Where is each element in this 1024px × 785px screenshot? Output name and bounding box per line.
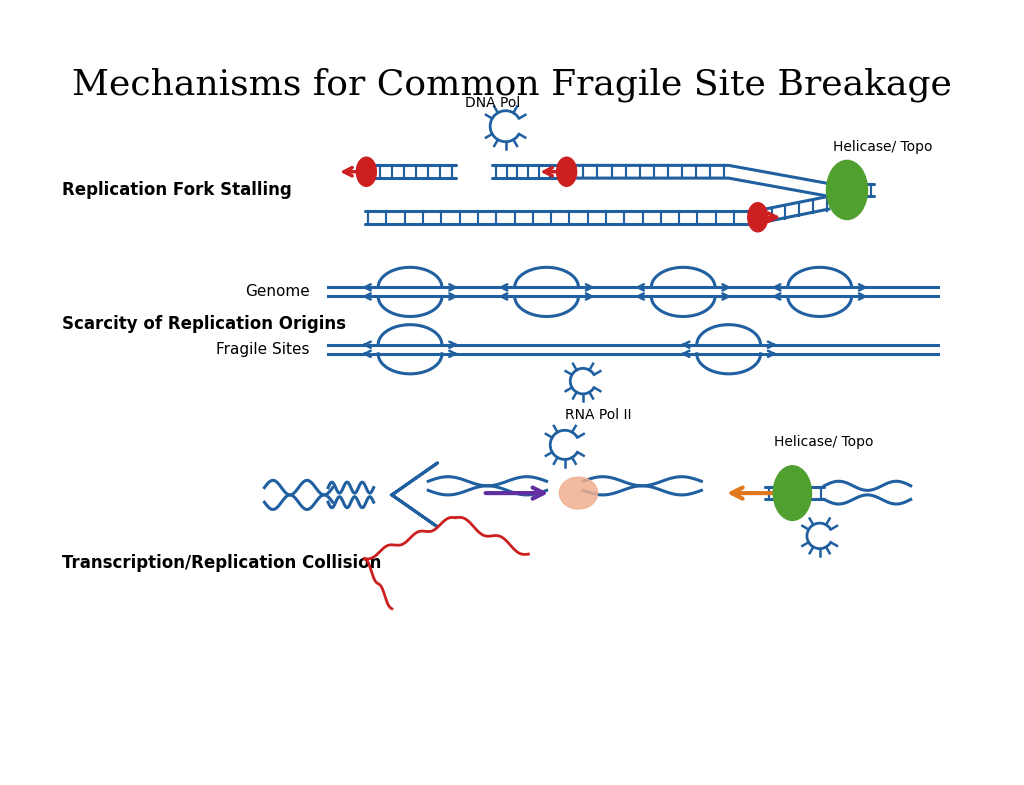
Text: Genome: Genome — [245, 284, 310, 299]
Ellipse shape — [559, 477, 598, 509]
Text: Helicase/ Topo: Helicase/ Topo — [834, 140, 933, 154]
Text: Transcription/Replication Collision: Transcription/Replication Collision — [62, 554, 382, 572]
Text: Helicase/ Topo: Helicase/ Topo — [774, 436, 873, 449]
Ellipse shape — [826, 160, 867, 220]
Ellipse shape — [557, 157, 577, 186]
Ellipse shape — [748, 203, 768, 232]
Ellipse shape — [356, 157, 377, 186]
Text: RNA Pol II: RNA Pol II — [565, 408, 632, 422]
Text: Scarcity of Replication Origins: Scarcity of Replication Origins — [62, 315, 346, 333]
Text: Fragile Sites: Fragile Sites — [216, 341, 310, 356]
Text: Mechanisms for Common Fragile Site Breakage: Mechanisms for Common Fragile Site Break… — [72, 67, 952, 101]
Text: Replication Fork Stalling: Replication Fork Stalling — [62, 181, 292, 199]
Ellipse shape — [773, 466, 811, 520]
Text: DNA Pol: DNA Pol — [465, 96, 520, 110]
